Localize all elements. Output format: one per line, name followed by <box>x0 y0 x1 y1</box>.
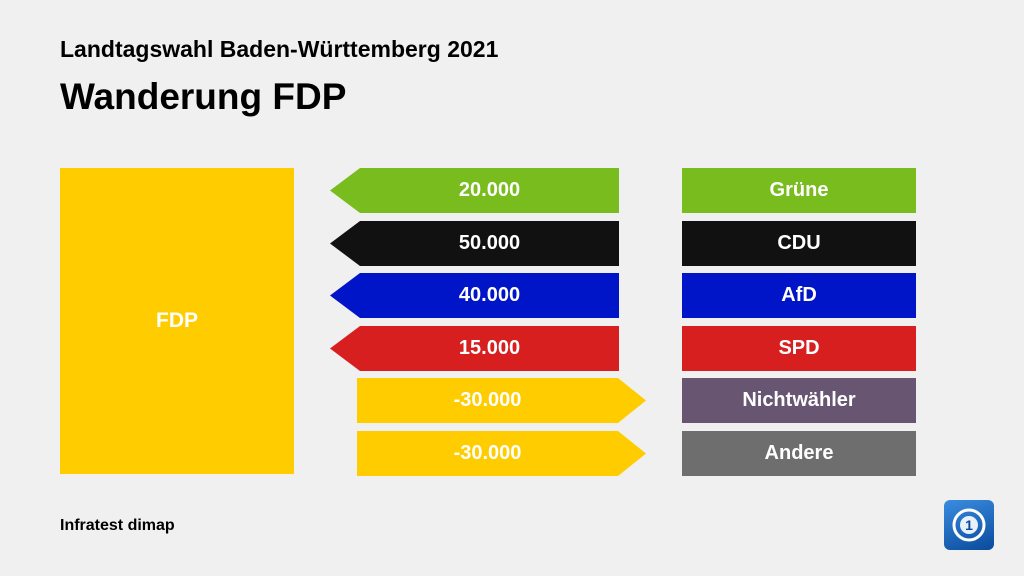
partner-label: SPD <box>778 337 820 359</box>
flow-value-label: -30.000 <box>453 442 522 464</box>
flow-arrow-3: 15.000 <box>330 326 619 371</box>
partner-block-2: AfD <box>682 273 916 318</box>
svg-text:1: 1 <box>965 517 973 533</box>
partner-label: CDU <box>777 232 821 254</box>
partner-block-5: Andere <box>682 431 916 476</box>
flow-value-label: 20.000 <box>458 179 521 201</box>
chart-subtitle: Landtagswahl Baden-Württemberg 2021 <box>60 36 499 62</box>
flow-value-label: 40.000 <box>458 284 521 306</box>
partner-label: Grüne <box>769 179 829 201</box>
ard-logo: 1 <box>944 500 994 550</box>
partner-block-3: SPD <box>682 326 916 371</box>
flow-arrow-0: 20.000 <box>330 168 619 213</box>
flow-arrow-2: 40.000 <box>330 273 619 318</box>
flow-arrow-5: -30.000 <box>357 431 646 476</box>
chart-title: Wanderung FDP <box>60 76 347 117</box>
partner-block-1: CDU <box>682 221 916 266</box>
flow-arrow-1: 50.000 <box>330 221 619 266</box>
partner-label: Nichtwähler <box>742 389 856 411</box>
flow-value-label: 50.000 <box>458 232 521 254</box>
ard-one-icon: 1 <box>952 508 986 542</box>
party-block-fdp: FDP <box>60 168 294 474</box>
partner-label: Andere <box>764 442 834 464</box>
source-label: Infratest dimap <box>60 517 175 534</box>
partner-label: AfD <box>781 284 817 306</box>
flow-arrow-4: -30.000 <box>357 378 646 423</box>
partner-block-0: Grüne <box>682 168 916 213</box>
flow-value-label: -30.000 <box>453 389 522 411</box>
party-label: FDP <box>156 309 198 332</box>
partner-block-4: Nichtwähler <box>682 378 916 423</box>
flow-value-label: 15.000 <box>458 337 521 359</box>
